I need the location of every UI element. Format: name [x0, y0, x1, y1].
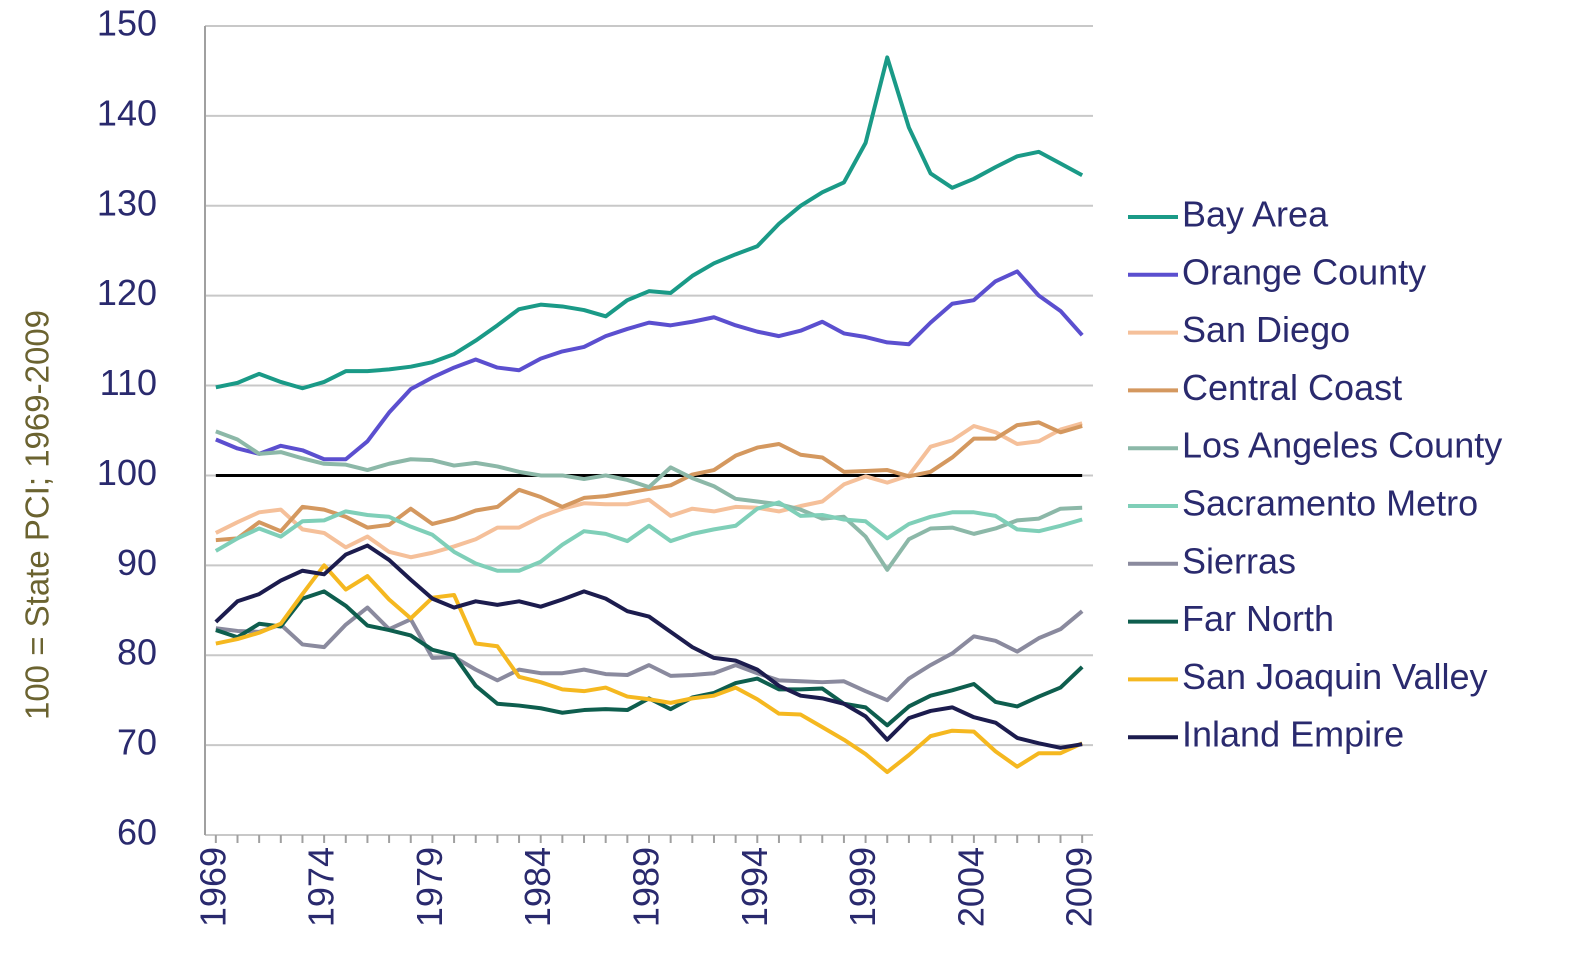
legend-label: San Diego [1182, 309, 1350, 350]
legend-label: Central Coast [1182, 367, 1402, 408]
x-tick-label: 2004 [950, 847, 991, 927]
legend-label: Far North [1182, 598, 1334, 639]
series-line [215, 269, 1084, 462]
x-tick-label: 1979 [409, 847, 450, 927]
y-tick-label: 130 [97, 182, 157, 223]
series-line [214, 421, 1083, 560]
x-tick-label: 2009 [1059, 847, 1100, 927]
legend-label: Bay Area [1182, 194, 1329, 235]
series-line [214, 543, 1083, 750]
series-line [215, 55, 1084, 391]
y-tick-label: 80 [117, 632, 157, 673]
legend-label: Inland Empire [1182, 714, 1404, 755]
x-tick-label: 1984 [517, 847, 558, 927]
series-line [215, 563, 1084, 775]
legend-label: Los Angeles County [1182, 425, 1502, 466]
legend-label: San Joaquin Valley [1182, 656, 1488, 697]
series-line [215, 605, 1084, 703]
y-tick-label: 70 [117, 722, 157, 763]
y-tick-label: 60 [117, 812, 157, 853]
legend-label: Sierras [1182, 540, 1296, 581]
y-tick-label: 120 [97, 272, 157, 313]
x-tick-label: 1974 [301, 847, 342, 927]
y-tick-label: 150 [97, 3, 157, 44]
x-tick-label: 1989 [626, 847, 667, 927]
y-tick-label: 140 [97, 92, 157, 133]
x-tick-label: 1994 [734, 847, 775, 927]
y-axis-label: 100 = State PCI; 1969-2009 [19, 310, 56, 720]
series-line [214, 500, 1083, 573]
y-tick-label: 90 [117, 542, 157, 583]
series-line [215, 429, 1083, 572]
y-tick-label: 100 [97, 452, 157, 493]
series-line [215, 589, 1084, 728]
x-tick-label: 1969 [192, 847, 233, 927]
legend-label: Sacramento Metro [1182, 483, 1478, 524]
y-tick-label: 110 [100, 362, 157, 403]
x-tick-label: 1999 [842, 847, 883, 927]
legend-label: Orange County [1182, 251, 1426, 292]
